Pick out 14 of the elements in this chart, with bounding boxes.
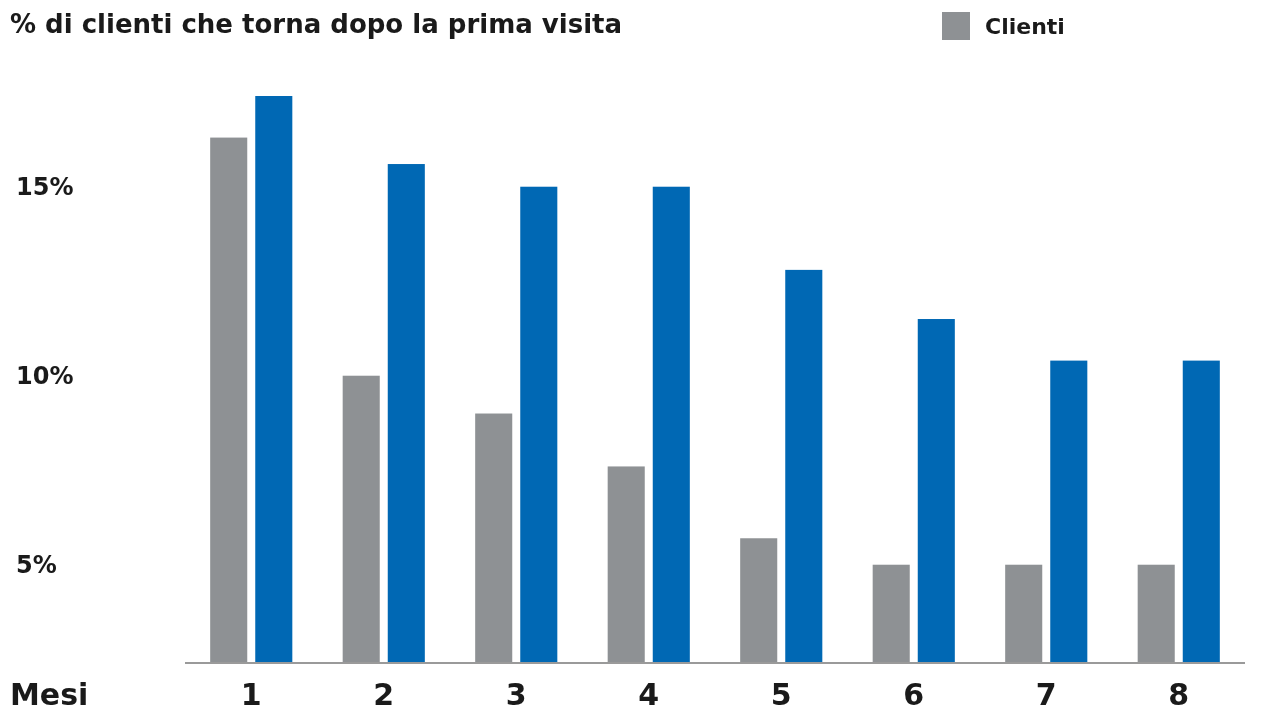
x-tick-label: 6 xyxy=(903,677,925,712)
x-tick-label: 7 xyxy=(1035,677,1057,712)
y-tick-label: 10% xyxy=(16,362,74,391)
x-tick-label: 4 xyxy=(638,677,660,712)
x-tick-label: 1 xyxy=(240,677,262,712)
legend-label: Clienti xyxy=(985,13,1065,39)
x-tick-label: 5 xyxy=(770,677,792,712)
x-axis-title: Mesi xyxy=(10,677,89,712)
y-tick-label: 5% xyxy=(16,551,57,580)
x-tick-label: 3 xyxy=(505,677,527,712)
y-tick-label: 15% xyxy=(16,173,74,202)
x-tick-label: 2 xyxy=(373,677,395,712)
chart-title: % di clienti che torna dopo la prima visita xyxy=(10,9,623,39)
x-tick-label: 8 xyxy=(1168,677,1190,712)
